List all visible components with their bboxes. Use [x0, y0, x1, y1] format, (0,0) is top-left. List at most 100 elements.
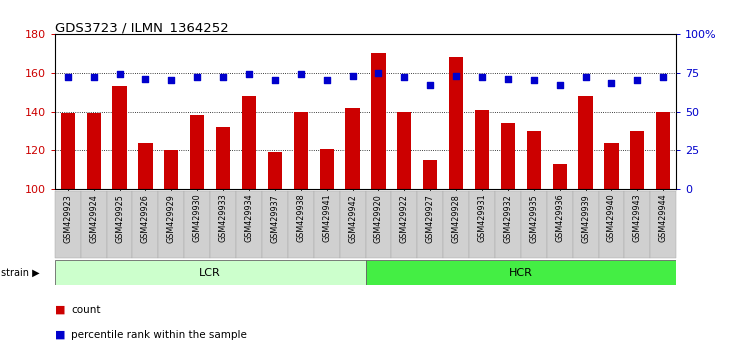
- Bar: [526, 131, 541, 189]
- Bar: [469, 191, 495, 258]
- Bar: [288, 191, 314, 258]
- Text: GSM429925: GSM429925: [115, 194, 124, 243]
- Point: [165, 78, 177, 83]
- Point: [605, 81, 617, 86]
- Text: GSM429943: GSM429943: [633, 194, 642, 242]
- Bar: [314, 191, 340, 258]
- Point: [580, 74, 591, 80]
- Bar: [495, 191, 520, 258]
- Bar: [397, 112, 412, 189]
- Text: GSM429934: GSM429934: [244, 194, 254, 242]
- Bar: [572, 191, 599, 258]
- Bar: [86, 113, 101, 189]
- Text: GSM429944: GSM429944: [659, 194, 667, 242]
- Bar: [547, 191, 572, 258]
- Text: GSM429924: GSM429924: [89, 194, 98, 242]
- Bar: [268, 152, 282, 189]
- Bar: [242, 96, 256, 189]
- Text: GSM429942: GSM429942: [348, 194, 357, 242]
- Text: count: count: [71, 305, 100, 315]
- Bar: [80, 191, 107, 258]
- Bar: [340, 191, 366, 258]
- Point: [476, 74, 488, 80]
- Point: [114, 71, 126, 77]
- Bar: [132, 191, 159, 258]
- Bar: [599, 191, 624, 258]
- Bar: [417, 191, 443, 258]
- Bar: [443, 191, 469, 258]
- Bar: [553, 164, 567, 189]
- Point: [346, 73, 358, 79]
- Point: [450, 73, 462, 79]
- Bar: [475, 109, 489, 189]
- Point: [217, 74, 229, 80]
- Text: GSM429940: GSM429940: [607, 194, 616, 242]
- Bar: [55, 191, 80, 258]
- Bar: [630, 131, 645, 189]
- Bar: [624, 191, 651, 258]
- Text: GSM429931: GSM429931: [477, 194, 487, 242]
- Point: [632, 78, 643, 83]
- Bar: [184, 191, 211, 258]
- Text: percentile rank within the sample: percentile rank within the sample: [71, 330, 247, 339]
- Point: [554, 82, 566, 88]
- Text: GSM429930: GSM429930: [193, 194, 202, 242]
- Text: GSM429939: GSM429939: [581, 194, 590, 242]
- Text: GSM429928: GSM429928: [452, 194, 461, 242]
- Point: [321, 78, 333, 83]
- Bar: [578, 96, 593, 189]
- Bar: [262, 191, 288, 258]
- Bar: [107, 191, 132, 258]
- Point: [140, 76, 151, 82]
- Point: [243, 71, 255, 77]
- Text: GSM429933: GSM429933: [219, 194, 227, 242]
- Bar: [211, 191, 236, 258]
- Bar: [190, 115, 205, 189]
- Text: GSM429941: GSM429941: [322, 194, 331, 242]
- Point: [528, 78, 539, 83]
- Bar: [651, 191, 676, 258]
- Text: GSM429937: GSM429937: [270, 194, 279, 242]
- Bar: [55, 260, 366, 285]
- Point: [88, 74, 99, 80]
- Point: [373, 70, 385, 75]
- Bar: [138, 143, 153, 189]
- Bar: [449, 57, 463, 189]
- Text: GSM429932: GSM429932: [504, 194, 512, 242]
- Point: [502, 76, 514, 82]
- Point: [269, 78, 281, 83]
- Text: GSM429929: GSM429929: [167, 194, 176, 243]
- Bar: [371, 53, 385, 189]
- Bar: [164, 150, 178, 189]
- Bar: [656, 112, 670, 189]
- Text: LCR: LCR: [200, 268, 221, 278]
- Text: HCR: HCR: [509, 268, 533, 278]
- Text: GSM429920: GSM429920: [374, 194, 383, 242]
- Bar: [216, 127, 230, 189]
- Bar: [366, 191, 391, 258]
- Point: [657, 74, 669, 80]
- Bar: [61, 113, 75, 189]
- Point: [425, 82, 436, 88]
- Text: GSM429922: GSM429922: [400, 194, 409, 243]
- Bar: [159, 191, 184, 258]
- Bar: [391, 191, 417, 258]
- Bar: [346, 108, 360, 189]
- Text: strain ▶: strain ▶: [1, 268, 39, 278]
- Bar: [423, 160, 437, 189]
- Point: [295, 71, 306, 77]
- Text: ■: ■: [55, 330, 65, 339]
- Bar: [236, 191, 262, 258]
- Point: [62, 74, 74, 80]
- Text: GSM429936: GSM429936: [555, 194, 564, 242]
- Bar: [605, 143, 618, 189]
- Text: GDS3723 / ILMN_1364252: GDS3723 / ILMN_1364252: [55, 21, 229, 34]
- Bar: [501, 123, 515, 189]
- Bar: [366, 260, 676, 285]
- Bar: [294, 112, 308, 189]
- Text: GSM429923: GSM429923: [64, 194, 72, 242]
- Bar: [521, 191, 547, 258]
- Text: GSM429926: GSM429926: [141, 194, 150, 242]
- Text: GSM429935: GSM429935: [529, 194, 538, 242]
- Bar: [113, 86, 126, 189]
